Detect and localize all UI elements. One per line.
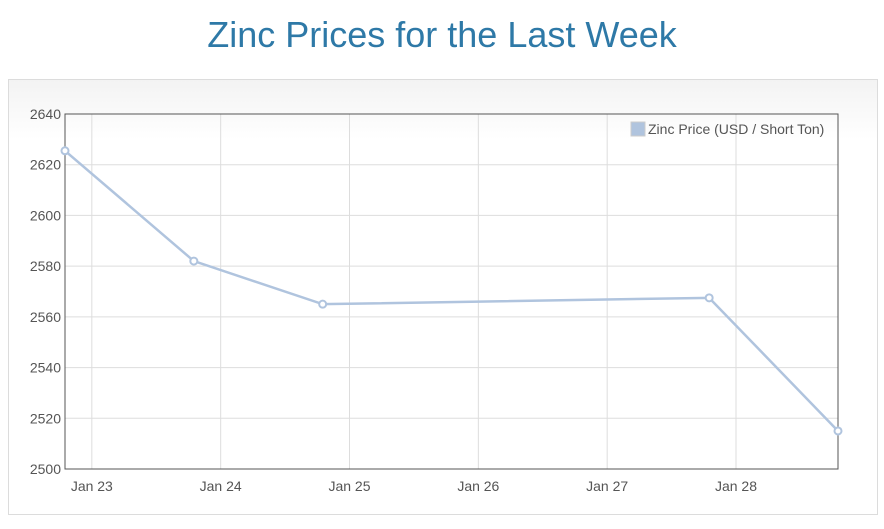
chart-panel bbox=[8, 79, 878, 515]
data-point[interactable] bbox=[189, 256, 199, 266]
x-tick-label: Jan 25 bbox=[328, 478, 370, 494]
data-point[interactable] bbox=[704, 293, 714, 303]
y-tick-label: 2560 bbox=[30, 309, 61, 325]
data-point[interactable] bbox=[60, 146, 70, 156]
series-layer bbox=[60, 146, 843, 436]
x-tick-label: Jan 23 bbox=[71, 478, 113, 494]
y-tick-label: 2540 bbox=[30, 360, 61, 376]
data-point[interactable] bbox=[833, 426, 843, 436]
x-axis-ticks: Jan 23 Jan 24 Jan 25 Jan 26 Jan 27 Jan 28 bbox=[71, 478, 757, 494]
y-tick-label: 2600 bbox=[30, 207, 61, 223]
y-tick-label: 2520 bbox=[30, 410, 61, 426]
plot-frame bbox=[64, 113, 839, 470]
data-point[interactable] bbox=[318, 299, 328, 309]
series-line bbox=[64, 149, 839, 432]
y-tick-label: 2620 bbox=[30, 157, 61, 173]
x-tick-label: Jan 24 bbox=[200, 478, 242, 494]
page-title: Zinc Prices for the Last Week bbox=[207, 14, 677, 55]
grid bbox=[65, 113, 838, 470]
y-tick-label: 2500 bbox=[30, 461, 61, 477]
y-tick-label: 2580 bbox=[30, 258, 61, 274]
legend-swatch bbox=[630, 121, 646, 137]
y-axis-ticks: 2640 2620 2600 2580 2560 2540 2520 2500 bbox=[30, 106, 61, 477]
legend-label: Zinc Price (USD / Short Ton) bbox=[648, 121, 824, 137]
x-tick-label: Jan 28 bbox=[715, 478, 757, 494]
x-tick-label: Jan 27 bbox=[586, 478, 628, 494]
y-tick-label: 2640 bbox=[30, 106, 61, 122]
x-tick-label: Jan 26 bbox=[457, 478, 499, 494]
legend: Zinc Price (USD / Short Ton) bbox=[630, 121, 824, 137]
